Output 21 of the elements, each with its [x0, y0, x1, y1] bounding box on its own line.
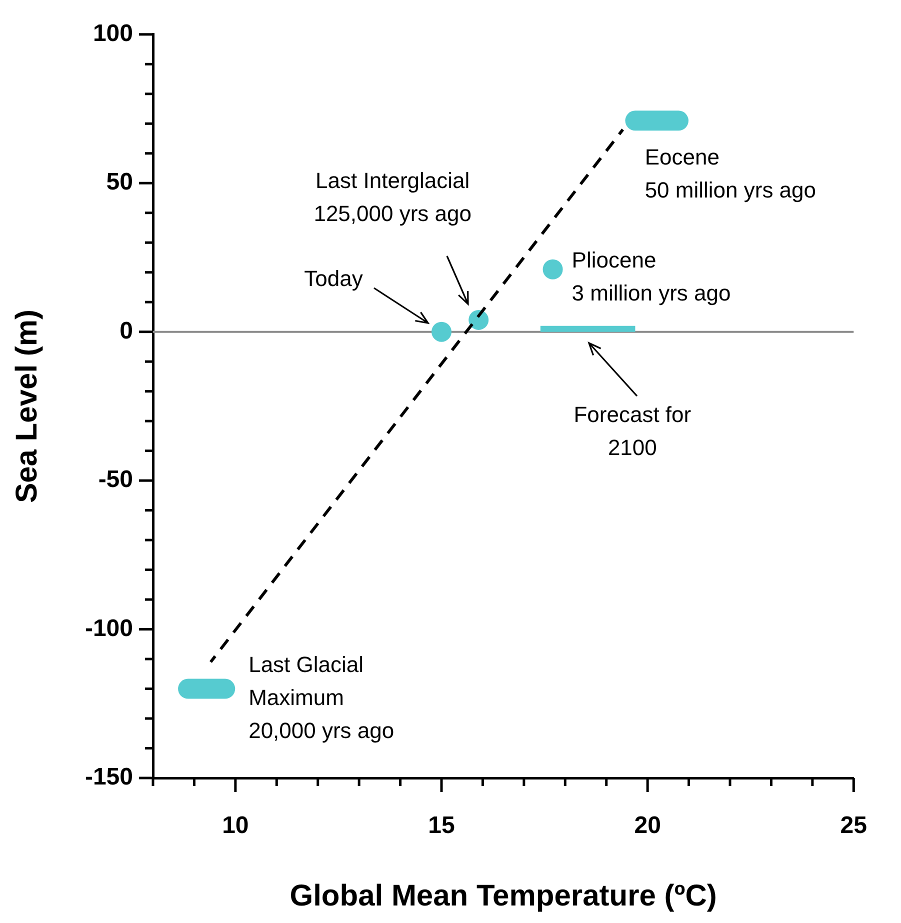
- annotation: Eocene 50 million yrs ago: [644, 144, 816, 203]
- x-tick-label: 15: [428, 812, 455, 840]
- annotation: Pliocene 3 million yrs ago: [572, 247, 731, 306]
- point: [542, 259, 563, 280]
- annotation: Last Glacial Maximum 20,000 yrs ago: [248, 652, 394, 743]
- x-axis-title: Global Mean Temperature (ºC): [290, 879, 717, 912]
- y-tick-label: -50: [98, 466, 133, 494]
- y-tick-label: -150: [84, 764, 133, 791]
- x-tick-label: 10: [222, 812, 249, 840]
- x-tick-label: 25: [840, 812, 868, 840]
- annotation: Today: [304, 266, 363, 291]
- annotation: Last Interglacial 125,000 yrs ago: [314, 168, 472, 226]
- point: [432, 322, 452, 342]
- point: [468, 310, 489, 330]
- y-tick-label: 0: [120, 317, 133, 344]
- y-tick-label: -100: [84, 614, 133, 642]
- annotation: Forecast for 2100: [574, 402, 692, 460]
- x-tick-label: 20: [634, 812, 661, 840]
- y-axis-title: Sea Level (m): [10, 309, 44, 503]
- y-tick-label: 50: [106, 168, 133, 196]
- y-tick-label: 100: [92, 20, 133, 48]
